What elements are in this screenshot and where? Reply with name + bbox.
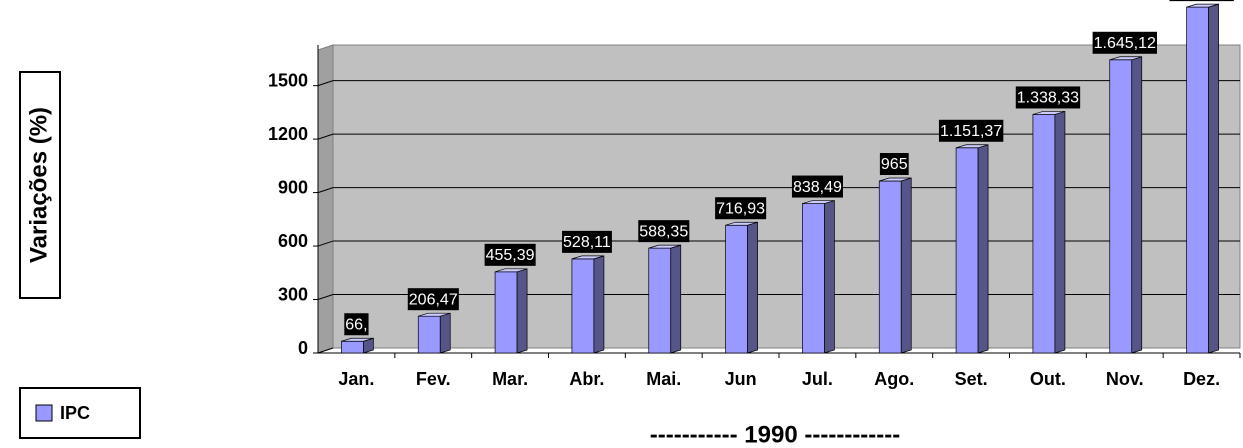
bar-top xyxy=(1186,3,1219,8)
value-label-bg xyxy=(715,197,767,220)
y-tick-label: 300 xyxy=(278,284,308,304)
x-tick-label: Jul. xyxy=(802,369,833,389)
value-label: 588,35 xyxy=(639,223,688,240)
grid-line xyxy=(317,347,334,354)
grid-line xyxy=(317,133,334,140)
value-label: 1.338,33 xyxy=(1017,90,1079,107)
bar-side xyxy=(1131,56,1143,354)
bar xyxy=(1032,114,1056,354)
bar-top xyxy=(341,337,374,342)
bar-side xyxy=(516,268,528,354)
x-tick-label: Jan. xyxy=(338,369,374,389)
bar xyxy=(955,147,979,354)
bar xyxy=(648,247,672,354)
value-label-bg xyxy=(638,220,690,243)
grid-line xyxy=(317,187,334,194)
y-tick-label: 0 xyxy=(298,338,308,358)
value-label-bg xyxy=(879,153,909,176)
bar-side xyxy=(977,144,989,354)
value-label-bg xyxy=(791,175,843,198)
bar xyxy=(571,258,595,354)
value-label: 66, xyxy=(345,316,367,333)
value-label: 1.645,12 xyxy=(1094,35,1156,52)
bar-top xyxy=(725,221,758,226)
x-tick-label: Mai. xyxy=(646,369,681,389)
bar-top xyxy=(1032,111,1066,115)
x-tick-label: Abr. xyxy=(569,369,604,389)
bar-side xyxy=(670,244,682,354)
legend-label: IPC xyxy=(60,403,90,423)
bar-side xyxy=(593,255,605,354)
legend-swatch xyxy=(35,404,53,422)
value-label: 455,39 xyxy=(486,247,535,264)
bar xyxy=(1186,6,1209,354)
bar xyxy=(494,271,518,354)
value-label-bg xyxy=(938,119,1004,142)
bar-top xyxy=(418,312,451,317)
bar-side xyxy=(747,221,758,354)
bar xyxy=(417,315,441,354)
x-tick-label: Ago. xyxy=(874,369,914,389)
x-tick-label: Mar. xyxy=(492,369,528,389)
grid-line xyxy=(317,294,334,301)
bar-side xyxy=(1208,3,1219,354)
x-tick-label: Fev. xyxy=(416,369,451,389)
bar xyxy=(341,340,364,354)
bar xyxy=(802,203,825,354)
bar-side xyxy=(439,312,451,354)
bar-side xyxy=(824,200,835,354)
value-label: 716,93 xyxy=(716,200,765,217)
x-tick-label: Out. xyxy=(1030,369,1066,389)
value-label: 1.151,37 xyxy=(940,123,1002,140)
value-label-bg xyxy=(562,230,612,253)
y-axis-title: Variações (%) xyxy=(25,107,52,263)
y-tick-label: 900 xyxy=(278,177,308,197)
bar-top xyxy=(571,255,605,260)
value-label-bg xyxy=(407,288,459,311)
plot-area xyxy=(332,44,1241,349)
value-label-bg xyxy=(344,313,369,336)
value-label-bg xyxy=(1015,86,1081,109)
bar xyxy=(878,180,902,354)
bar-top xyxy=(648,244,681,249)
value-label: 838,49 xyxy=(793,179,842,196)
value-label: 528,11 xyxy=(563,234,611,251)
bar-top xyxy=(1109,56,1142,61)
x-axis-title: ----------- 1990 ------------ xyxy=(650,421,901,448)
value-label-bg xyxy=(1169,0,1234,2)
bar-top xyxy=(494,268,528,273)
y-title-box xyxy=(19,71,61,299)
x-tick-label: Set. xyxy=(955,369,988,389)
value-label: 965 xyxy=(881,156,908,173)
value-label-bg xyxy=(484,243,536,266)
bar-top xyxy=(802,200,835,204)
y-tick-label: 1500 xyxy=(268,70,308,90)
bar xyxy=(725,224,748,354)
bar xyxy=(1109,59,1133,354)
value-label-bg xyxy=(1092,31,1157,54)
x-tick-label: Nov. xyxy=(1106,369,1144,389)
bar-top xyxy=(955,144,989,149)
x-tick-label: Dez. xyxy=(1183,369,1220,389)
grid-line xyxy=(317,80,334,87)
y-tick-label: 600 xyxy=(278,231,308,251)
plot-wall xyxy=(317,44,334,354)
bar-side xyxy=(1054,110,1066,354)
bar-side xyxy=(900,177,912,354)
value-label: 206,47 xyxy=(409,291,458,308)
grid-line xyxy=(317,240,334,247)
bar-top xyxy=(879,177,912,182)
x-tick-label: Jun xyxy=(725,369,757,389)
y-tick-label: 1200 xyxy=(268,124,308,144)
